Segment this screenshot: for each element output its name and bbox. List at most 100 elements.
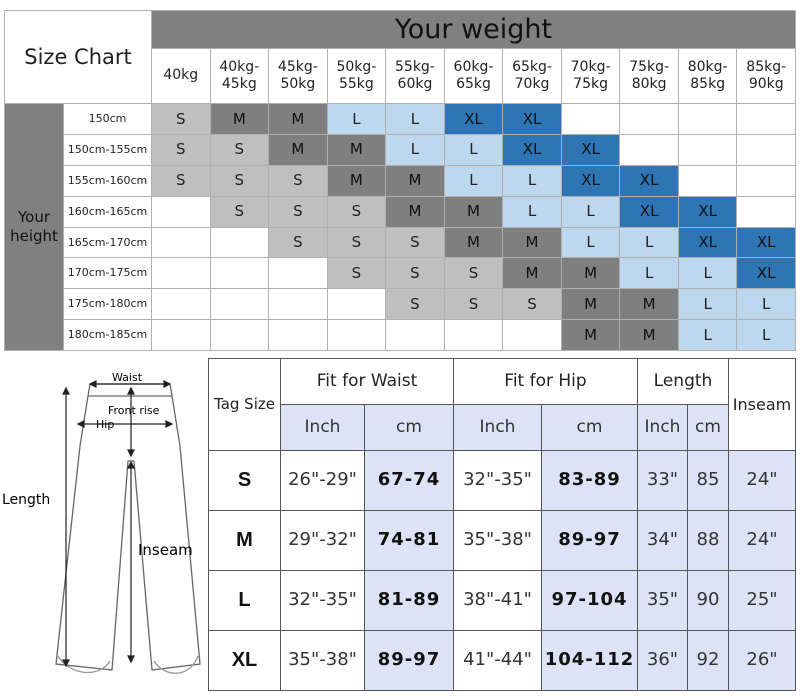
size-table-cell: 34" [637, 510, 688, 571]
hip-label: Hip [96, 418, 114, 431]
height-label: 180cm-185cm [63, 319, 152, 351]
size-cell-text: XL [639, 202, 659, 221]
weight-label-text: 55kg- [395, 58, 435, 75]
inseam-header-text: Inseam [732, 394, 792, 414]
size-cell-text: S [176, 109, 186, 128]
size-table-cell: 26" [728, 630, 796, 691]
hip-header: Fit for Hip [453, 358, 638, 405]
size-cell-text: L [469, 171, 478, 190]
height-label: 155cm-160cm [63, 164, 152, 197]
size-table-cell-text: 24" [746, 469, 778, 491]
waist-header-text: Fit for Waist [316, 370, 418, 391]
size-table-cell-text: 41"-44" [463, 649, 532, 671]
size-table-cell: 85 [687, 450, 729, 511]
weight-label-text: 70kg- [570, 58, 611, 75]
height-label: 170cm-175cm [63, 257, 152, 290]
size-cell [736, 103, 796, 135]
size-table-cell-text: 35"-38" [463, 529, 532, 551]
height-label: 150cm-155cm [63, 133, 152, 166]
size-table-cell-text: 32"-35" [463, 469, 532, 491]
size-cell: L [736, 288, 796, 321]
size-cell-text: L [703, 325, 712, 344]
unit-header: cm [541, 404, 638, 451]
size-table-cell-text: 35"-38" [288, 649, 357, 671]
size-table-cell: 92 [687, 630, 729, 691]
size-cell: L [560, 195, 621, 228]
size-table-cell: 35"-38" [453, 510, 542, 571]
arrow-heads [62, 380, 174, 668]
size-cell: M [443, 195, 504, 228]
size-cell-text: XL [756, 263, 776, 282]
size-cell-text: L [703, 263, 712, 282]
weight-label: 85kg- 90kg [736, 48, 796, 104]
size-cell: M [385, 164, 445, 197]
height-label-text: 170cm-175cm [67, 266, 148, 280]
unit-header-text: cm [695, 416, 721, 437]
size-cell [151, 226, 211, 259]
size-table-cell-text: 32"-35" [288, 589, 357, 611]
size-table-cell: 83-89 [541, 450, 638, 511]
size-cell: L [502, 164, 562, 197]
size-cell-text: S [410, 294, 420, 313]
size-cell-text: M [232, 109, 246, 128]
inseam-header: Inseam [728, 358, 796, 451]
height-header: Your height [4, 103, 64, 351]
size-cell: S [326, 257, 387, 290]
size-cell: S [209, 164, 270, 197]
weight-label: 50kg- 55kg [326, 48, 387, 104]
size-table-cell: 35" [637, 570, 688, 631]
weight-label-text: 40kg- [219, 58, 260, 75]
size-table-cell: 74-81 [364, 510, 454, 571]
weight-label: 65kg- 70kg [502, 48, 562, 104]
size-table-cell-text: 89-97 [558, 529, 621, 551]
size-chart-title-text: Size Chart [24, 44, 132, 69]
size-cell-text: L [762, 294, 771, 313]
size-cell-text: S [234, 202, 245, 221]
size-cell-text: M [349, 140, 363, 159]
size-cell [443, 319, 504, 351]
size-cell: M [209, 103, 270, 135]
size-cell [209, 319, 270, 351]
size-table-cell: 97-104 [541, 570, 638, 631]
size-table-cell: L [208, 570, 281, 631]
size-cell-text: S [351, 233, 362, 252]
size-table-cell-text: 38"-41" [463, 589, 532, 611]
size-cell: S [151, 103, 211, 135]
size-cell: L [385, 133, 445, 166]
size-cell-text: S [234, 140, 245, 159]
size-table-cell-text: 34" [646, 529, 679, 551]
unit-header-text: Inch [304, 416, 341, 437]
size-cell [560, 103, 621, 135]
weight-label-text: 45kg- [277, 58, 318, 75]
size-cell [677, 103, 738, 135]
size-cell-text: L [527, 202, 537, 221]
size-cell: M [268, 133, 328, 166]
size-cell-text: S [468, 263, 479, 282]
size-cell-text: M [291, 109, 305, 128]
size-cell: S [443, 288, 504, 321]
size-cell-text: M [291, 140, 305, 159]
size-cell-text: S [176, 171, 186, 190]
size-table-cell-text: 104-112 [544, 649, 635, 671]
size-cell-text: XL [639, 171, 659, 190]
weight-label-text: 40kg [163, 67, 199, 84]
size-table-cell-text: 74-81 [377, 529, 441, 551]
size-table-cell-text: 88 [696, 529, 720, 551]
height-label-text: 160cm-165cm [67, 204, 148, 218]
size-cell: M [443, 226, 504, 259]
size-cell-text: S [176, 140, 186, 159]
size-cell: L [619, 226, 679, 259]
size-cell-text: L [703, 294, 712, 313]
size-table-cell: M [208, 510, 281, 571]
size-table-cell-text: 90 [696, 589, 720, 611]
size-table-cell-text: 29"-32" [288, 529, 357, 551]
size-cell-text: S [234, 171, 245, 190]
size-cell: XL [443, 103, 504, 135]
unit-header-text: cm [396, 416, 422, 437]
size-table-cell: 89-97 [541, 510, 638, 571]
size-cell-text: L [527, 171, 537, 190]
weight-label-text: 85kg [690, 76, 726, 92]
size-cell-text: S [293, 233, 303, 252]
size-cell: S [268, 195, 328, 228]
size-cell: XL [560, 133, 621, 166]
